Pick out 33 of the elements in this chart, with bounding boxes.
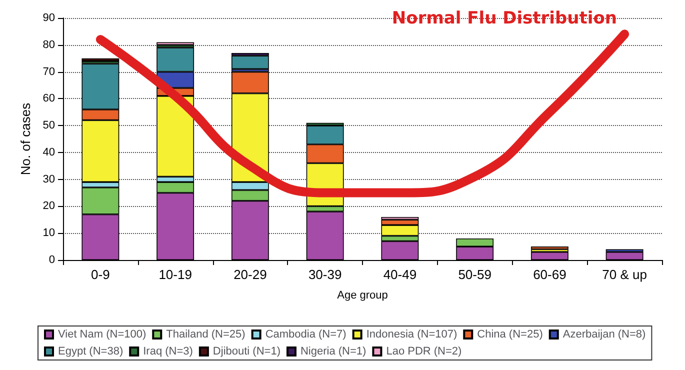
x-tick-label: 10-19 xyxy=(158,267,192,282)
y-axis-title: No. of cases xyxy=(18,102,33,176)
legend-label: Viet Nam (N=100) xyxy=(58,328,146,340)
x-tick-label: 70 & up xyxy=(602,267,647,282)
y-tick-label: 60 xyxy=(42,92,55,105)
x-tick-label: 40-49 xyxy=(383,267,417,282)
legend-label: Thailand (N=25) xyxy=(166,328,246,340)
y-tick-label: 10 xyxy=(42,227,55,240)
y-tick-label: 20 xyxy=(42,200,55,212)
legend-label: China (N=25) xyxy=(477,328,543,340)
legend-label: Cambodia (N=7) xyxy=(265,328,346,340)
y-tick-label: 90 xyxy=(42,12,55,24)
y-tick-label: 30 xyxy=(42,173,55,186)
legend-label: Djibouti (N=1) xyxy=(212,346,280,358)
legend-label: Lao PDR (N=2) xyxy=(386,346,462,358)
y-tick-label: 40 xyxy=(42,146,55,158)
x-tick-label: 30-39 xyxy=(308,267,342,282)
series-label: Normal Flu Distribution xyxy=(392,8,618,28)
x-axis-title: Age group xyxy=(337,290,388,302)
x-tick-label: 0-9 xyxy=(91,267,110,282)
x-tick-label: 50-59 xyxy=(458,267,492,282)
legend-label: Nigeria (N=1) xyxy=(300,346,366,358)
y-tick-label: 70 xyxy=(42,66,55,78)
legend-label: Indonesia (N=107) xyxy=(366,328,458,340)
bar xyxy=(231,56,269,70)
x-tick-label: 20-29 xyxy=(234,267,267,282)
y-tick-label: 80 xyxy=(42,38,55,51)
y-tick-label: 50 xyxy=(42,120,55,132)
y-tick-label: 0 xyxy=(48,254,55,266)
legend-label: Egypt (N=38) xyxy=(58,346,124,358)
legend-label: Iraq (N=3) xyxy=(143,346,193,358)
legend-label: Azerbaijan (N=8) xyxy=(562,328,646,340)
x-tick-label: 60-69 xyxy=(533,267,566,282)
